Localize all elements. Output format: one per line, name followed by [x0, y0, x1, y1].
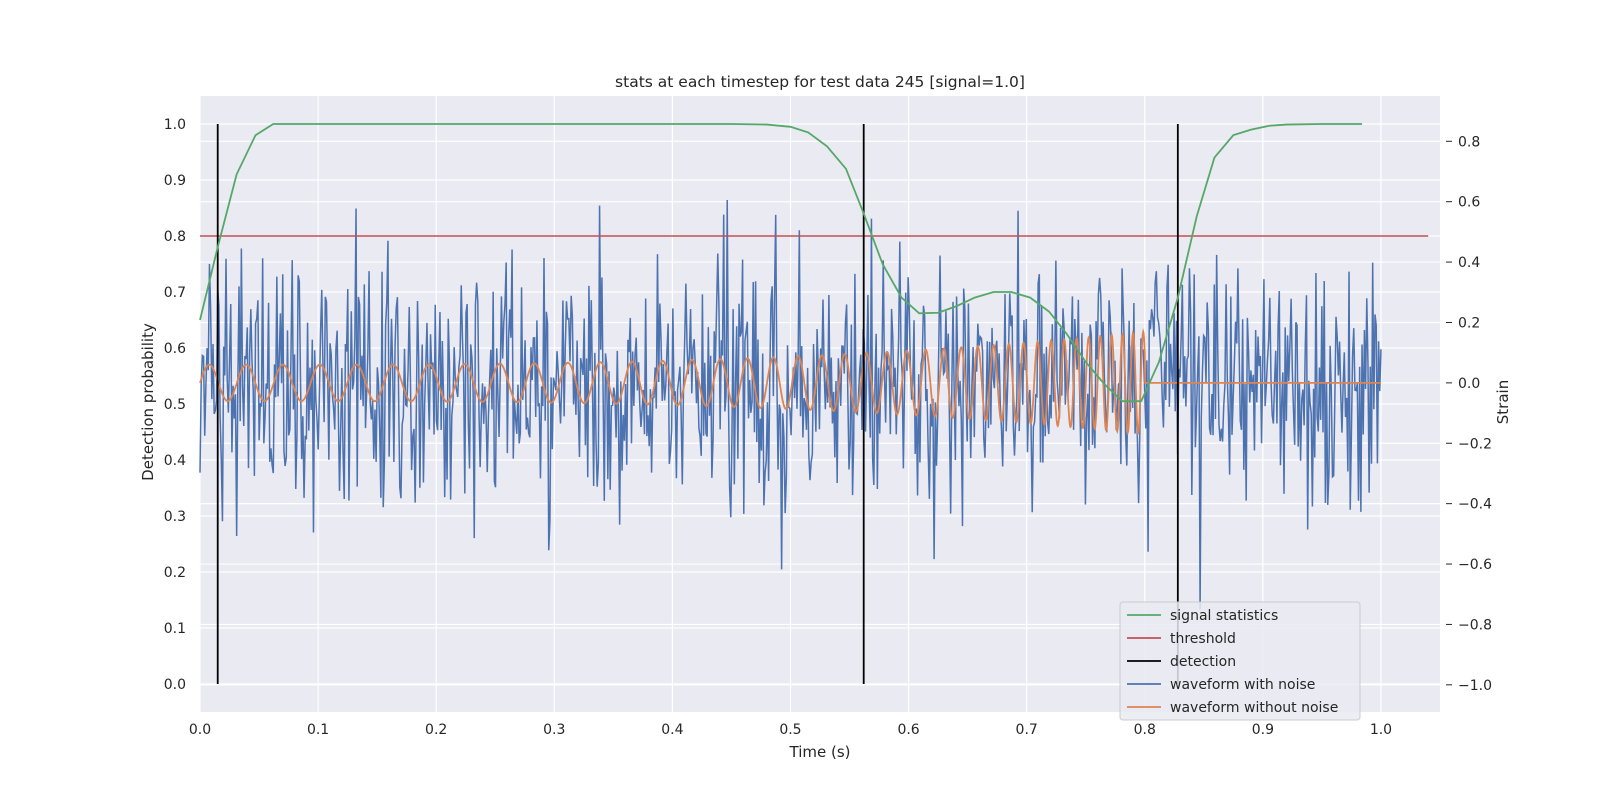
legend-entry-waveform-without-noise: waveform without noise	[1127, 700, 1338, 716]
y-axis-right-ticks: −1.0 −0.8 −0.6 −0.4 −0.2 0.0 0.2 0.4 0.6 0.8	[1446, 134, 1492, 694]
x-tick-label: 0.6	[897, 722, 919, 738]
y-left-tick-label: 0.5	[164, 397, 186, 413]
legend: signal statistics threshold detection wa…	[1119, 601, 1361, 721]
y-left-tick-label: 0.0	[164, 677, 186, 693]
legend-label: waveform without noise	[1170, 700, 1338, 716]
y-left-tick-label: 0.4	[164, 453, 186, 469]
legend-label: signal statistics	[1170, 608, 1278, 624]
series-signal-statistics	[199, 123, 1363, 403]
y-right-tick-label: −0.8	[1458, 617, 1492, 633]
y-left-tick-label: 0.7	[164, 285, 186, 301]
y-right-tick-label: 0.2	[1458, 315, 1480, 331]
x-axis-label: Time (s)	[789, 743, 851, 761]
legend-box	[1119, 601, 1361, 721]
y-right-tick-label: 0.0	[1458, 376, 1480, 392]
series-waveform-without-noise	[199, 328, 1381, 436]
y-right-tick-label: −1.0	[1458, 678, 1492, 694]
series-waveform-with-noise	[199, 199, 1382, 610]
x-tick-label: 1.0	[1370, 722, 1392, 738]
legend-entry-waveform-with-noise: waveform with noise	[1127, 677, 1315, 693]
x-tick-label: 0.0	[189, 722, 211, 738]
y-axis-right-label: Strain	[1494, 380, 1512, 424]
y-left-tick-label: 0.8	[164, 229, 186, 245]
waveform-without-noise-line	[199, 328, 1381, 436]
y-right-tick-label: 0.6	[1458, 195, 1480, 211]
x-tick-label: 0.1	[307, 722, 329, 738]
y-left-tick-label: 0.2	[164, 565, 186, 581]
y-left-tick-label: 0.9	[164, 173, 186, 189]
y-right-tick-label: 0.4	[1458, 255, 1480, 271]
y-left-tick-label: 1.0	[164, 117, 186, 133]
x-tick-label: 0.3	[543, 722, 565, 738]
y-left-tick-label: 0.6	[164, 341, 186, 357]
legend-entry-signal-statistics: signal statistics	[1127, 608, 1278, 624]
legend-label: threshold	[1170, 631, 1236, 647]
signal-statistics-line	[199, 123, 1363, 403]
x-tick-label: 0.2	[425, 722, 447, 738]
x-tick-label: 0.9	[1252, 722, 1274, 738]
y-left-tick-label: 0.1	[164, 621, 186, 637]
y-left-tick-label: 0.3	[164, 509, 186, 525]
x-tick-label: 0.8	[1134, 722, 1156, 738]
waveform-with-noise-line	[199, 199, 1382, 610]
y-right-tick-label: −0.2	[1458, 436, 1492, 452]
y-right-tick-label: −0.6	[1458, 557, 1492, 573]
x-tick-label: 0.5	[779, 722, 801, 738]
legend-label: waveform with noise	[1170, 677, 1315, 693]
chart-title: stats at each timestep for test data 245…	[615, 73, 1025, 91]
x-tick-label: 0.7	[1016, 722, 1038, 738]
y-right-tick-label: 0.8	[1458, 134, 1480, 150]
series-detection	[216, 124, 1179, 684]
y-axis-left-ticks: 0.0 0.1 0.2 0.3 0.4 0.5 0.6 0.7 0.8 0.9 1.0	[164, 117, 186, 693]
legend-label: detection	[1170, 654, 1236, 670]
y-axis-left-label: Detection probability	[139, 323, 157, 481]
legend-entry-detection: detection	[1127, 654, 1236, 670]
legend-entry-threshold: threshold	[1127, 631, 1236, 647]
x-tick-label: 0.4	[661, 722, 683, 738]
x-axis-ticks: 0.0 0.1 0.2 0.3 0.4 0.5 0.6 0.7 0.8 0.9 1.0	[189, 722, 1392, 738]
y-right-tick-label: −0.4	[1458, 497, 1492, 513]
